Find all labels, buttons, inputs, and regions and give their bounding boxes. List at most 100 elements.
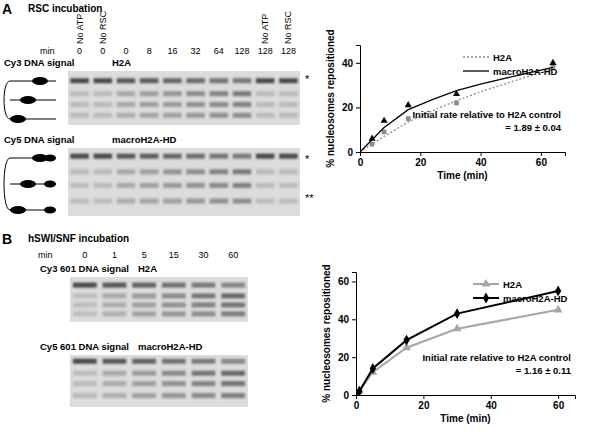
tick: 0 xyxy=(343,390,356,401)
gel-band xyxy=(117,78,136,83)
gel-band xyxy=(210,91,229,96)
gel-image xyxy=(68,71,300,125)
band-marker: * xyxy=(305,73,310,85)
nucleosome xyxy=(20,96,36,104)
panel-title: RSC incubation xyxy=(28,3,102,14)
tick-mark xyxy=(352,395,356,396)
band-marker: ** xyxy=(305,192,314,204)
legend-line xyxy=(463,56,489,57)
lane-time: 128 xyxy=(281,46,296,56)
gel-band xyxy=(117,199,136,204)
gel-band xyxy=(70,199,89,204)
gel-band xyxy=(140,169,159,174)
gel-band xyxy=(256,199,275,204)
gel-band xyxy=(233,78,252,83)
data-point xyxy=(454,308,460,319)
gel-signal-label: Cy3 601 DNA signal xyxy=(40,263,129,274)
lane-condition: No RSC xyxy=(283,10,293,44)
gel-band xyxy=(192,311,216,316)
gel-bands xyxy=(70,78,297,118)
gel-band xyxy=(94,78,113,83)
gel-band xyxy=(162,311,186,316)
tick-label: 40 xyxy=(338,314,350,325)
gel-band xyxy=(132,359,156,364)
tick-mark xyxy=(423,395,424,399)
gel-band xyxy=(163,154,182,159)
tick-mark xyxy=(541,152,542,156)
gel-band xyxy=(162,371,186,376)
lane-time: 64 xyxy=(214,46,224,56)
data-point xyxy=(405,101,412,107)
data-point xyxy=(549,59,556,65)
gel-band xyxy=(279,154,298,159)
gel-band xyxy=(256,154,275,159)
gel-band xyxy=(186,113,205,118)
gel-image xyxy=(70,277,248,322)
gel-band xyxy=(163,113,182,118)
lane-time: 0 xyxy=(100,46,105,56)
gel-band xyxy=(192,381,216,386)
gel-band xyxy=(140,199,159,204)
panel-title: hSWI/SNF incubation xyxy=(28,233,129,244)
x-axis: 0204060 xyxy=(358,152,566,168)
tick: 20 xyxy=(418,395,430,411)
gel-band xyxy=(132,381,156,386)
tick-label: 0 xyxy=(343,390,349,401)
gel-band xyxy=(256,169,275,174)
annotation: Initial rate relative to H2A control xyxy=(412,109,561,120)
gel-band xyxy=(162,283,186,288)
gel-band xyxy=(117,91,136,96)
gel-band xyxy=(279,169,298,174)
tick: 0 xyxy=(358,152,364,168)
y-axis-title: % nucleosomes repositioned xyxy=(321,264,332,402)
tick: 40 xyxy=(486,395,498,411)
dna-loop xyxy=(4,158,10,210)
axis-line xyxy=(361,153,566,157)
gel-band xyxy=(132,293,156,298)
tick-mark xyxy=(356,63,360,64)
gel-sample-label: H2A xyxy=(138,263,157,274)
gel-sample-label: macroH2A-HD xyxy=(112,134,177,145)
tick-label: 60 xyxy=(536,157,548,168)
data-point xyxy=(370,363,376,374)
gel-band xyxy=(73,293,97,298)
tick-mark xyxy=(356,152,360,153)
gel-band xyxy=(73,381,97,386)
y-axis: 02040 xyxy=(342,46,361,158)
gel-band xyxy=(221,371,245,376)
y-axis: 0204060 xyxy=(338,273,357,401)
tick-mark xyxy=(491,395,492,399)
tick-mark xyxy=(352,281,356,282)
gel-band xyxy=(140,183,159,188)
gel-band xyxy=(94,199,113,204)
gel-band xyxy=(279,91,298,96)
data-point xyxy=(453,324,462,332)
gel-band xyxy=(140,91,159,96)
gel-band xyxy=(132,371,156,376)
tick-label: 0 xyxy=(354,400,360,411)
legend-label: macroH2A-HD xyxy=(493,66,558,77)
gel-band xyxy=(94,113,113,118)
legend-marker xyxy=(482,279,491,287)
gel-sample-label: H2A xyxy=(112,57,131,68)
tick-label: 40 xyxy=(476,157,488,168)
gel-band xyxy=(103,283,127,288)
gel-band xyxy=(210,78,229,83)
gel-band xyxy=(103,293,127,298)
data-point xyxy=(382,130,387,135)
gel-band xyxy=(192,283,216,288)
gel-band xyxy=(94,91,113,96)
gel-band xyxy=(192,293,216,298)
legend-line xyxy=(463,70,489,71)
gel-band xyxy=(163,183,182,188)
lane-time: 0 xyxy=(77,46,82,56)
gel-band xyxy=(279,113,298,118)
gel-image xyxy=(68,148,300,216)
x-axis-title: Time (min) xyxy=(440,413,490,424)
time-label: min xyxy=(40,46,55,56)
data-point xyxy=(406,116,411,121)
gel-band xyxy=(94,154,113,159)
gel-band xyxy=(256,91,275,96)
tick-mark xyxy=(356,107,360,108)
lane-time: 60 xyxy=(228,250,238,260)
